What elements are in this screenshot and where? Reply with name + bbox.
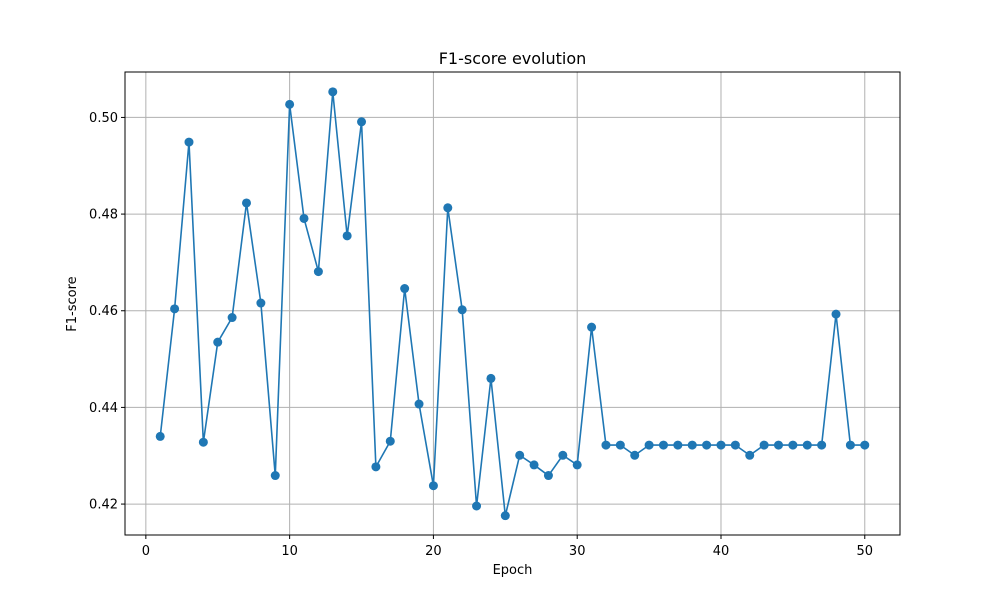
- data-point: [400, 284, 410, 294]
- data-point: [299, 213, 309, 223]
- data-point: [457, 305, 467, 315]
- x-axis-label: Epoch: [493, 563, 533, 578]
- data-point: [443, 203, 453, 213]
- x-tick-label: 50: [856, 544, 873, 559]
- data-point: [802, 440, 812, 450]
- data-point: [256, 298, 266, 308]
- data-point: [385, 436, 395, 446]
- x-tick-label: 30: [569, 544, 586, 559]
- data-point: [817, 440, 827, 450]
- data-point: [371, 462, 381, 472]
- x-tick-label: 10: [281, 544, 298, 559]
- data-point: [543, 471, 553, 481]
- y-tick-label: 0.48: [89, 208, 118, 223]
- data-point: [630, 450, 640, 460]
- x-axis-ticks: 0 10 20 30 40 50: [142, 535, 873, 559]
- data-point: [615, 440, 625, 450]
- data-point: [658, 440, 668, 450]
- y-tick-label: 0.46: [89, 304, 118, 319]
- data-point: [285, 99, 295, 109]
- data-point: [759, 440, 769, 450]
- data-point: [673, 440, 683, 450]
- data-point: [601, 440, 611, 450]
- x-tick-label: 20: [425, 544, 442, 559]
- data-point: [860, 440, 870, 450]
- y-tick-label: 0.44: [89, 401, 118, 416]
- data-point: [170, 304, 180, 314]
- data-point: [831, 309, 841, 319]
- data-point: [500, 511, 510, 521]
- data-point: [472, 501, 482, 511]
- data-point: [486, 373, 496, 383]
- data-point: [342, 231, 352, 241]
- data-point: [198, 437, 208, 447]
- data-point: [184, 137, 194, 147]
- data-point: [774, 440, 783, 450]
- y-tick-label: 0.50: [89, 111, 118, 126]
- data-point: [213, 337, 223, 347]
- data-point: [702, 440, 712, 450]
- data-point: [845, 440, 855, 450]
- data-point: [558, 450, 568, 460]
- x-tick-label: 0: [142, 544, 150, 559]
- data-point: [313, 267, 323, 277]
- data-point: [428, 481, 438, 491]
- data-point: [328, 87, 338, 97]
- data-point: [716, 440, 726, 450]
- data-point: [529, 460, 539, 470]
- data-points: [155, 87, 870, 521]
- data-point: [227, 313, 237, 323]
- data-point: [242, 198, 251, 208]
- chart-title: F1-score evolution: [439, 49, 587, 68]
- data-point: [155, 431, 165, 441]
- x-tick-label: 40: [713, 544, 730, 559]
- data-point: [745, 450, 755, 460]
- data-point: [572, 460, 582, 470]
- data-point: [644, 440, 654, 450]
- data-point: [357, 117, 367, 127]
- data-point: [270, 471, 280, 481]
- data-point: [687, 440, 697, 450]
- y-axis-label: F1-score: [65, 276, 80, 331]
- data-point: [788, 440, 798, 450]
- grid: [125, 72, 900, 535]
- data-point: [587, 322, 597, 332]
- data-point: [414, 399, 424, 409]
- y-axis-ticks: 0.42 0.44 0.46 0.48 0.50: [89, 111, 125, 513]
- data-point: [515, 450, 525, 460]
- data-point: [730, 440, 740, 450]
- plot-area-frame: [124, 71, 901, 536]
- y-tick-label: 0.42: [89, 498, 118, 513]
